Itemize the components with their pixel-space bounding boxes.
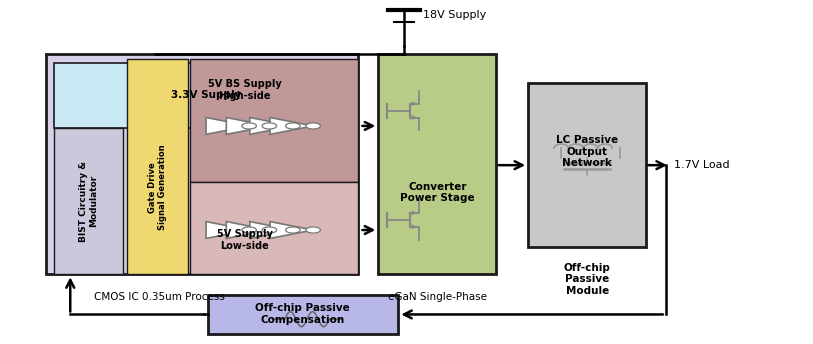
Circle shape — [285, 123, 300, 129]
FancyBboxPatch shape — [528, 83, 646, 247]
Text: 1.7V Load: 1.7V Load — [674, 160, 729, 170]
Text: 5V Supply
Low-side: 5V Supply Low-side — [216, 229, 272, 251]
Circle shape — [262, 227, 276, 233]
Circle shape — [241, 123, 256, 129]
Polygon shape — [206, 222, 249, 238]
Circle shape — [262, 123, 276, 129]
Polygon shape — [250, 222, 293, 238]
FancyBboxPatch shape — [378, 54, 496, 275]
Circle shape — [285, 227, 300, 233]
Text: 3.3V Supply: 3.3V Supply — [172, 90, 241, 100]
Text: eGaN Single-Phase: eGaN Single-Phase — [388, 292, 487, 302]
FancyBboxPatch shape — [54, 128, 123, 275]
Text: 18V Supply: 18V Supply — [423, 10, 486, 20]
Circle shape — [241, 227, 256, 233]
FancyBboxPatch shape — [208, 295, 398, 334]
FancyBboxPatch shape — [190, 60, 358, 182]
Text: BIST Circuitry &
Modulator: BIST Circuitry & Modulator — [79, 161, 98, 241]
FancyBboxPatch shape — [54, 63, 358, 128]
Text: LC Passive
Output
Network: LC Passive Output Network — [556, 135, 618, 168]
Text: Off-chip
Passive
Module: Off-chip Passive Module — [563, 263, 611, 296]
Polygon shape — [226, 118, 269, 135]
Polygon shape — [250, 118, 293, 135]
FancyBboxPatch shape — [190, 182, 358, 275]
Polygon shape — [226, 222, 269, 238]
Text: CMOS IC 0.35um Process: CMOS IC 0.35um Process — [94, 292, 225, 302]
Circle shape — [306, 227, 320, 233]
FancyBboxPatch shape — [127, 60, 188, 275]
Text: Gate Drive
Signal Generation: Gate Drive Signal Generation — [148, 144, 167, 230]
Polygon shape — [270, 222, 313, 238]
Text: Converter
Power Stage: Converter Power Stage — [400, 182, 475, 203]
Polygon shape — [206, 118, 249, 135]
Circle shape — [306, 123, 320, 129]
Polygon shape — [270, 118, 313, 135]
Text: 5V BS Supply
High-side: 5V BS Supply High-side — [207, 79, 281, 101]
Text: Off-chip Passive
Compensation: Off-chip Passive Compensation — [255, 303, 350, 325]
FancyBboxPatch shape — [46, 54, 358, 275]
